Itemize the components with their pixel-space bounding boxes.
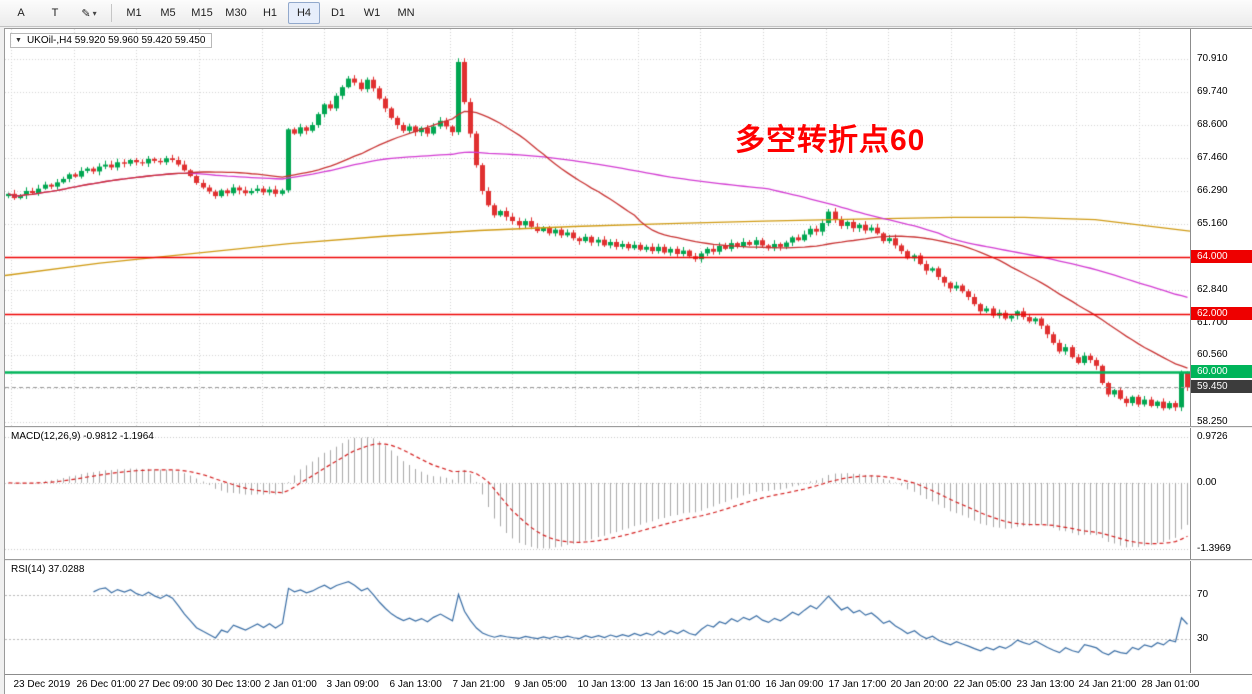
pane-separator[interactable] [5,559,1252,561]
objects-tool-button[interactable]: ✎▾ [73,2,105,24]
timeframe-button-mn[interactable]: MN [390,2,422,24]
collapse-triangle-icon[interactable]: ▼ [15,37,22,44]
rsi-indicator-label: RSI(14) 37.0288 [11,564,84,575]
time-label: 22 Jan 05:00 [954,679,1012,690]
price-label: 69.740 [1197,86,1228,97]
timeframe-button-h4[interactable]: H4 [288,2,320,24]
time-label: 10 Jan 13:00 [578,679,636,690]
pane-separator[interactable] [5,426,1252,428]
symbol-ohlc-box: ▼ UKOil-,H4 59.920 59.960 59.420 59.450 [10,33,212,48]
chart-window[interactable]: ▼ UKOil-,H4 59.920 59.960 59.420 59.450 … [4,28,1252,694]
price-badge: 62.000 [1191,307,1252,320]
rsi-scale-label: 30 [1197,633,1208,644]
text-tool-button[interactable]: T [39,2,71,24]
price-label: 60.560 [1197,349,1228,360]
timeframe-button-m5[interactable]: M5 [152,2,184,24]
application-window: A T ✎▾ M1M5M15M30H1H4D1W1MN ▼ UKOil-,H4 59… [0,0,1252,694]
time-label: 24 Jan 21:00 [1079,679,1137,690]
price-label: 70.910 [1197,53,1228,64]
macd-scale-label: -1.3969 [1197,543,1231,554]
time-label: 28 Jan 01:00 [1142,679,1200,690]
timeframe-button-h1[interactable]: H1 [254,2,286,24]
price-scale[interactable]: 70.910 69.740 68.600 67.460 66.290 65.160 62.8… [1190,29,1252,673]
time-label: 26 Dec 01:00 [77,679,137,690]
macd-scale-label: 0.00 [1197,477,1216,488]
time-label: 17 Jan 17:00 [829,679,887,690]
price-label: 66.290 [1197,185,1228,196]
timeframe-group: M1M5M15M30H1H4D1W1MN [117,2,423,24]
price-label: 68.600 [1197,119,1228,130]
timeframe-button-m30[interactable]: M30 [220,2,252,24]
time-label: 13 Jan 16:00 [641,679,699,690]
time-label: 30 Dec 13:00 [202,679,262,690]
dropdown-arrow-icon: ▾ [93,9,97,18]
chart-tools-group: A T ✎▾ [4,2,106,24]
toolbar: A T ✎▾ M1M5M15M30H1H4D1W1MN [0,0,1252,27]
timeframe-button-d1[interactable]: D1 [322,2,354,24]
timeframe-button-w1[interactable]: W1 [356,2,388,24]
price-label: 65.160 [1197,218,1228,229]
time-label: 2 Jan 01:00 [265,679,317,690]
symbol-ohlc-label: UKOil-,H4 59.920 59.960 59.420 59.450 [27,35,205,46]
text-tool-icon: T [52,7,59,19]
time-axis[interactable]: 23 Dec 2019 26 Dec 01:0027 Dec 09:0030 De… [5,674,1252,694]
time-label: 9 Jan 05:00 [515,679,567,690]
time-label: 16 Jan 09:00 [766,679,824,690]
cursor-tool-button[interactable]: A [5,2,37,24]
main-chart-canvas[interactable] [5,29,1190,426]
macd-scale-label: 0.9726 [1197,431,1228,442]
time-label: 15 Jan 01:00 [703,679,761,690]
macd-indicator-label: MACD(12,26,9) -0.9812 -1.1964 [11,431,154,442]
time-label: 27 Dec 09:00 [139,679,199,690]
macd-canvas[interactable] [5,428,1190,559]
price-badge: 64.000 [1191,250,1252,263]
toolbar-separator [111,4,112,22]
price-label: 67.460 [1197,152,1228,163]
time-label: 6 Jan 13:00 [390,679,442,690]
price-label: 62.840 [1197,284,1228,295]
rsi-scale-label: 70 [1197,589,1208,600]
objects-tool-icon: ✎ [81,7,90,20]
time-label: 3 Jan 09:00 [327,679,379,690]
time-label: 23 Jan 13:00 [1017,679,1075,690]
chart-annotation-text[interactable]: 多空转折点60 [735,115,925,159]
price-badge: 59.450 [1191,380,1252,393]
timeframe-button-m15[interactable]: M15 [186,2,218,24]
timeframe-button-m1[interactable]: M1 [118,2,150,24]
rsi-canvas[interactable] [5,561,1190,673]
time-label: 7 Jan 21:00 [453,679,505,690]
time-label: 23 Dec 2019 [14,679,71,690]
price-badge: 60.000 [1191,365,1252,378]
cursor-tool-icon: A [17,7,24,19]
time-label: 20 Jan 20:00 [891,679,949,690]
